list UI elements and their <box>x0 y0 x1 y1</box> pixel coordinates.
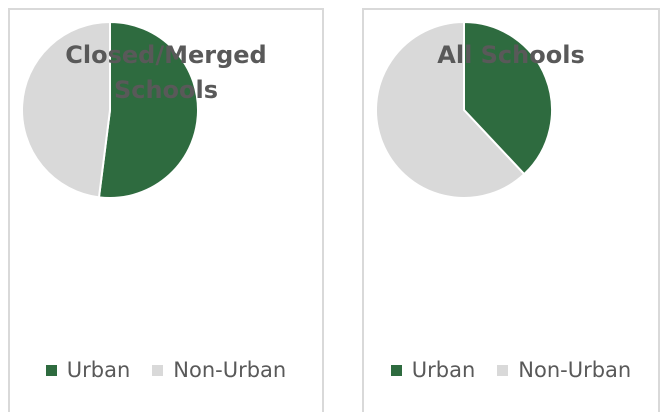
chart-panel: Closed/Merged Schools Urban Non-Urban <box>8 8 324 412</box>
pie-slice <box>21 20 111 199</box>
legend-swatch <box>390 364 402 376</box>
legend-swatch <box>497 364 509 376</box>
pie-slice <box>463 20 553 176</box>
legend-swatch <box>45 364 57 376</box>
legend: Urban Non-Urban <box>10 358 322 382</box>
legend-item: Non-Urban <box>152 358 286 382</box>
legend-label: Urban <box>66 358 131 382</box>
pie-chart <box>375 20 553 199</box>
legend-item: Non-Urban <box>497 358 631 382</box>
legend-swatch <box>152 364 164 376</box>
chart-title: All Schools <box>437 41 585 69</box>
legend-label: Urban <box>411 358 476 382</box>
pie-chart <box>21 20 199 199</box>
legend: Urban Non-Urban <box>364 358 658 382</box>
legend-label: Non-Urban <box>173 358 287 382</box>
pie-slice <box>97 20 199 199</box>
legend-item: Urban <box>390 358 476 382</box>
chart-panel: All Schools Urban Non-Urban <box>362 8 660 412</box>
legend-label: Non-Urban <box>518 358 632 382</box>
legend-item: Urban <box>45 358 131 382</box>
chart-title: Closed/Merged Schools <box>65 41 267 104</box>
pie-slice <box>375 20 526 199</box>
